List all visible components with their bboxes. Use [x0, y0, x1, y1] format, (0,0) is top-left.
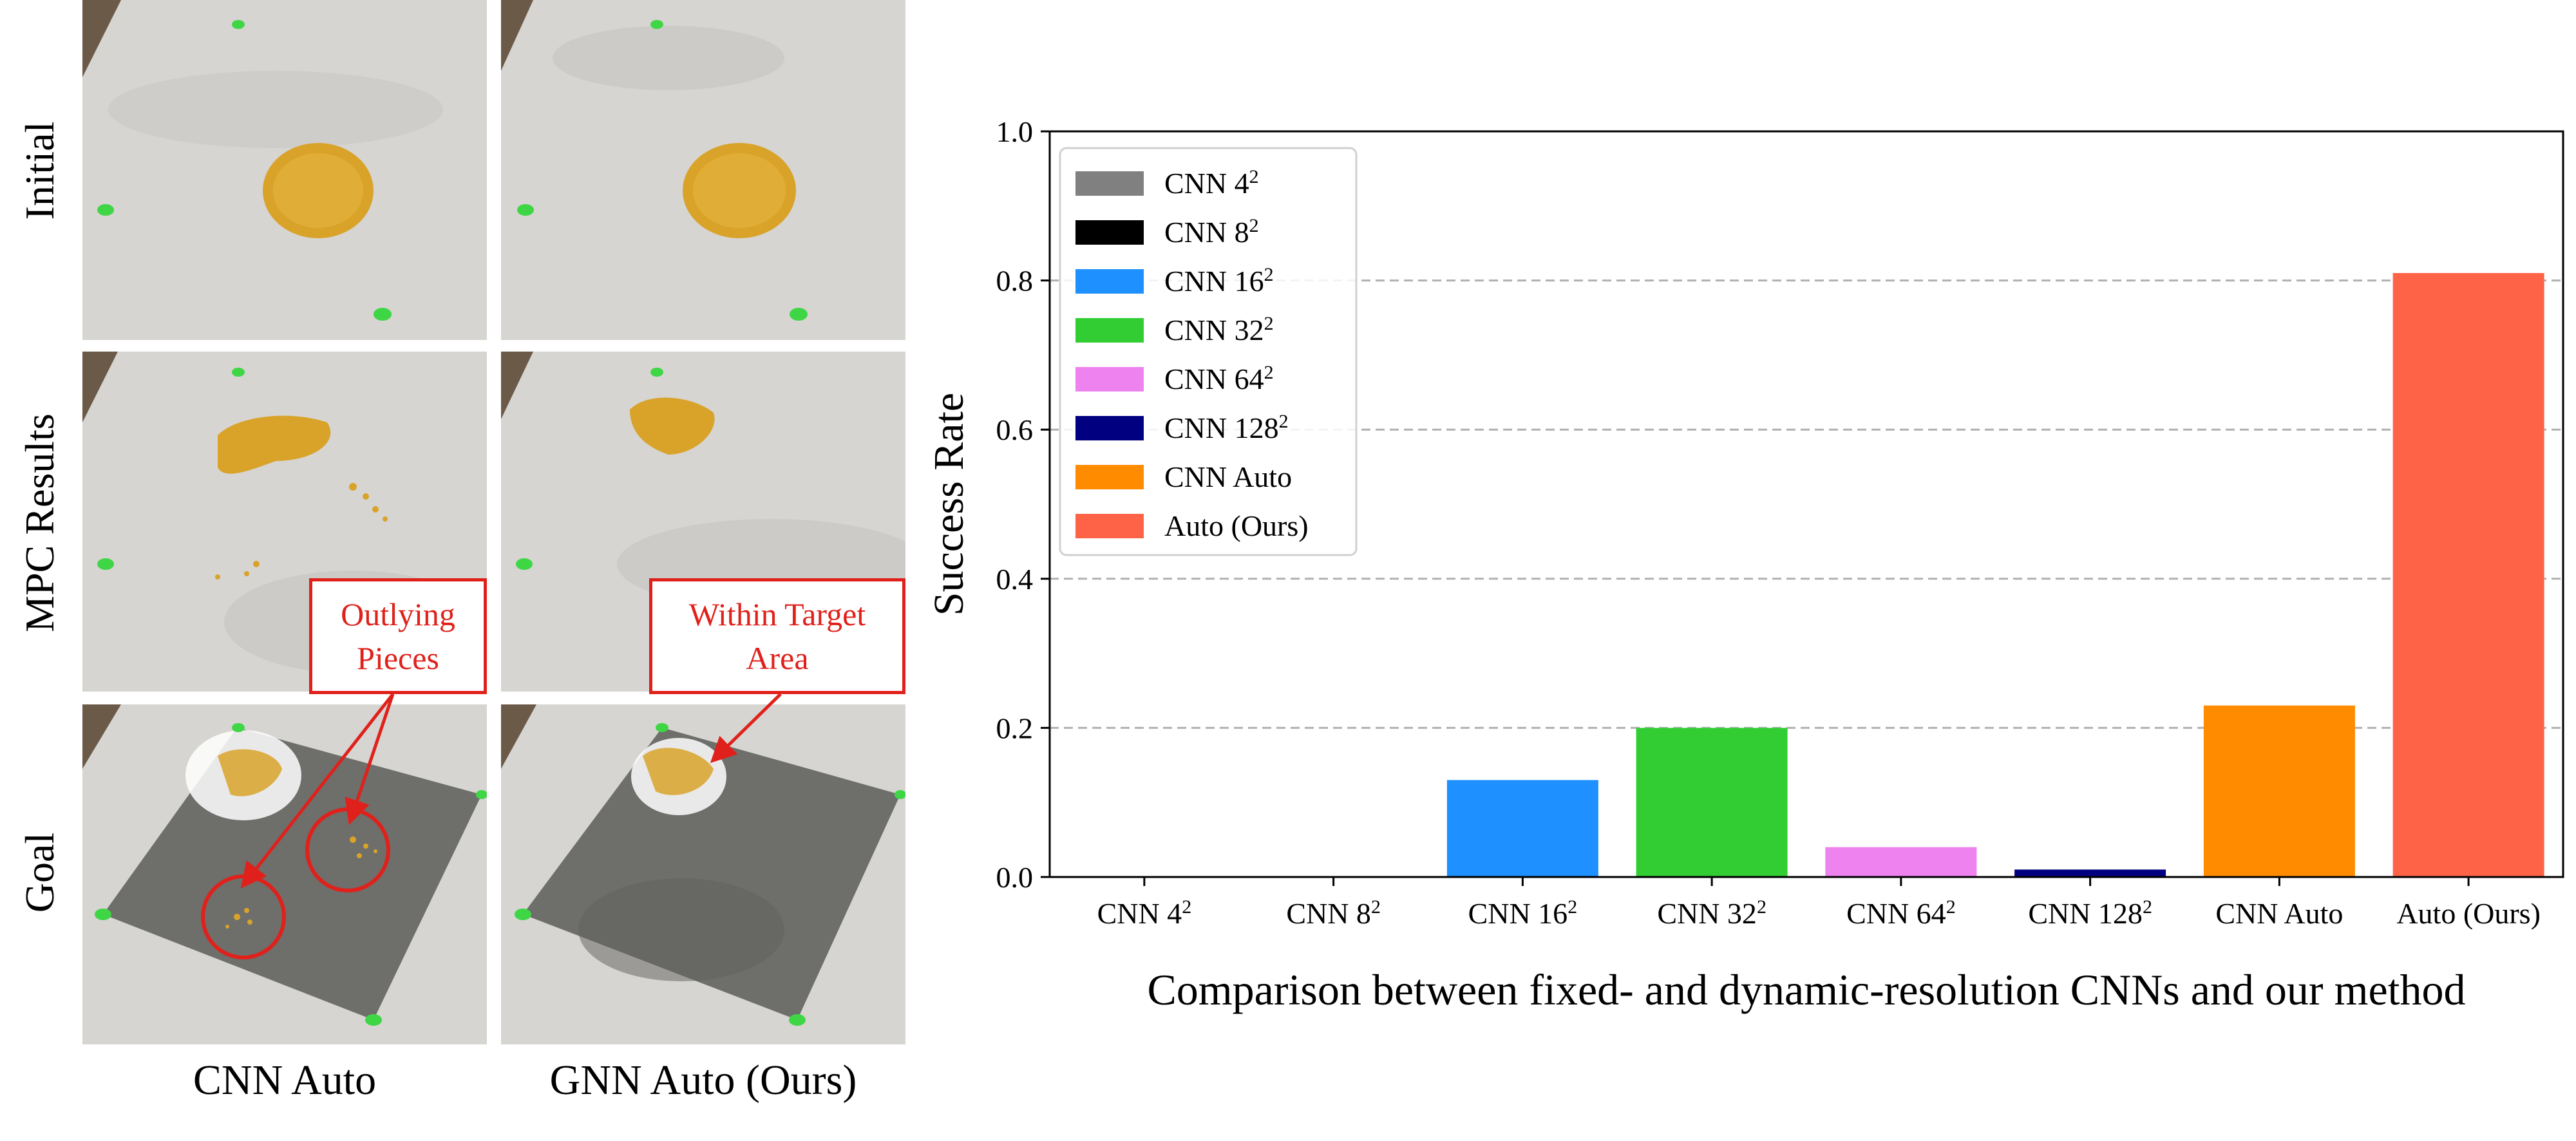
x-tick-label: CNN Auto: [2215, 897, 2343, 930]
legend-swatch: [1075, 220, 1144, 245]
x-tick-label: CNN 162: [1468, 896, 1578, 930]
bar: [1636, 728, 1788, 877]
y-axis-label: Success Rate: [925, 393, 972, 616]
legend-label: CNN 322: [1164, 313, 1274, 347]
x-tick-label: CNN 82: [1286, 896, 1381, 930]
x-axis-label: Comparison between fixed- and dynamic-re…: [1147, 965, 2465, 1014]
legend-label: CNN Auto: [1164, 460, 1292, 493]
legend-box: [1059, 147, 1358, 556]
y-tick-label: 0.4: [996, 563, 1034, 596]
legend-label: CNN 42: [1164, 166, 1259, 200]
legend-label: CNN 162: [1164, 264, 1274, 298]
bar: [1825, 847, 1977, 877]
legend-swatch: [1075, 171, 1144, 196]
y-tick-label: 0.6: [996, 413, 1034, 446]
legend-swatch: [1075, 318, 1144, 343]
legend-swatch: [1075, 269, 1144, 294]
callout-outlying-pieces: Outlying Pieces: [309, 578, 487, 694]
y-tick-label: 1.0: [996, 115, 1034, 148]
bar: [2014, 869, 2166, 877]
legend-swatch: [1075, 465, 1144, 489]
plot-frame: [1048, 130, 2564, 878]
x-tick-label: CNN 642: [1846, 896, 1956, 930]
column-label-cnn-auto: CNN Auto: [193, 1057, 377, 1104]
y-tick-label: 0.2: [996, 712, 1034, 744]
bar: [2203, 705, 2355, 877]
callout-line-1: Within Target: [688, 596, 866, 632]
legend-swatch: [1075, 514, 1144, 538]
callout-line-1: Outlying: [341, 596, 455, 632]
callout-within-target: Within Target Area: [649, 578, 905, 694]
x-tick-label: CNN 322: [1657, 896, 1766, 930]
legend-label: Auto (Ours): [1164, 509, 1309, 542]
bar: [2392, 273, 2544, 877]
legend-label: CNN 642: [1164, 362, 1274, 396]
photo-goal-gnn: [501, 704, 905, 1044]
photo-initial-gnn: [501, 0, 905, 340]
column-label-gnn-auto: GNN Auto (Ours): [549, 1057, 857, 1104]
legend-label: CNN 82: [1164, 215, 1259, 249]
photo-initial-cnn: [82, 0, 487, 340]
legend-label: CNN 1282: [1164, 411, 1289, 445]
y-tick-label: 0.8: [996, 265, 1034, 297]
x-tick-label: CNN 1282: [2028, 896, 2152, 930]
legend-swatch: [1075, 367, 1144, 391]
legend-swatch: [1075, 416, 1144, 440]
x-tick-label: Auto (Ours): [2396, 897, 2541, 930]
y-tick-label: 0.0: [996, 861, 1034, 894]
callout-line-2: Pieces: [357, 640, 439, 676]
callout-line-2: Area: [746, 640, 809, 676]
bar: [1446, 780, 1598, 877]
x-tick-label: CNN 42: [1097, 896, 1192, 930]
